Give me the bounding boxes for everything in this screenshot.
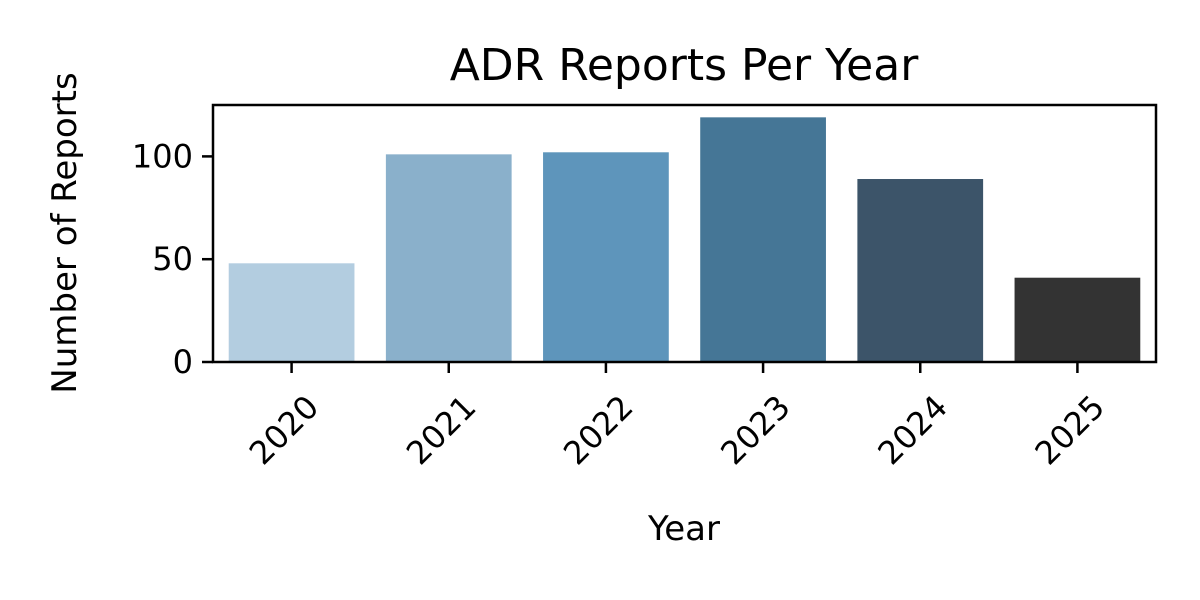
x-tick-label-2023: 2023	[713, 388, 797, 472]
bars-group	[228, 117, 1141, 362]
plot-frame	[211, 103, 1158, 364]
y-tick-label: 50	[152, 240, 193, 278]
bar-2022	[543, 152, 669, 362]
bar-2025	[1014, 277, 1141, 362]
x-axis: 2020 2021 2022 2023 2024 2025	[242, 362, 1112, 472]
x-tick-label-2025: 2025	[1028, 388, 1112, 472]
bar-2021	[385, 154, 512, 362]
x-tick-label-2020: 2020	[242, 388, 326, 472]
y-axis-label: Number of Reports	[45, 72, 85, 393]
x-tick-label-2022: 2022	[556, 388, 640, 472]
y-tick-label: 0	[173, 343, 193, 381]
y-axis: 0 50 100	[132, 137, 213, 381]
y-tick-label: 100	[132, 137, 193, 175]
bar-2023	[700, 117, 826, 362]
x-tick-label-2024: 2024	[870, 388, 954, 472]
bar-2020	[228, 263, 355, 362]
chart-title: ADR Reports Per Year	[450, 40, 919, 91]
x-axis-label: Year	[647, 509, 720, 549]
x-tick-label-2021: 2021	[399, 388, 483, 472]
bar-2024	[857, 179, 984, 362]
